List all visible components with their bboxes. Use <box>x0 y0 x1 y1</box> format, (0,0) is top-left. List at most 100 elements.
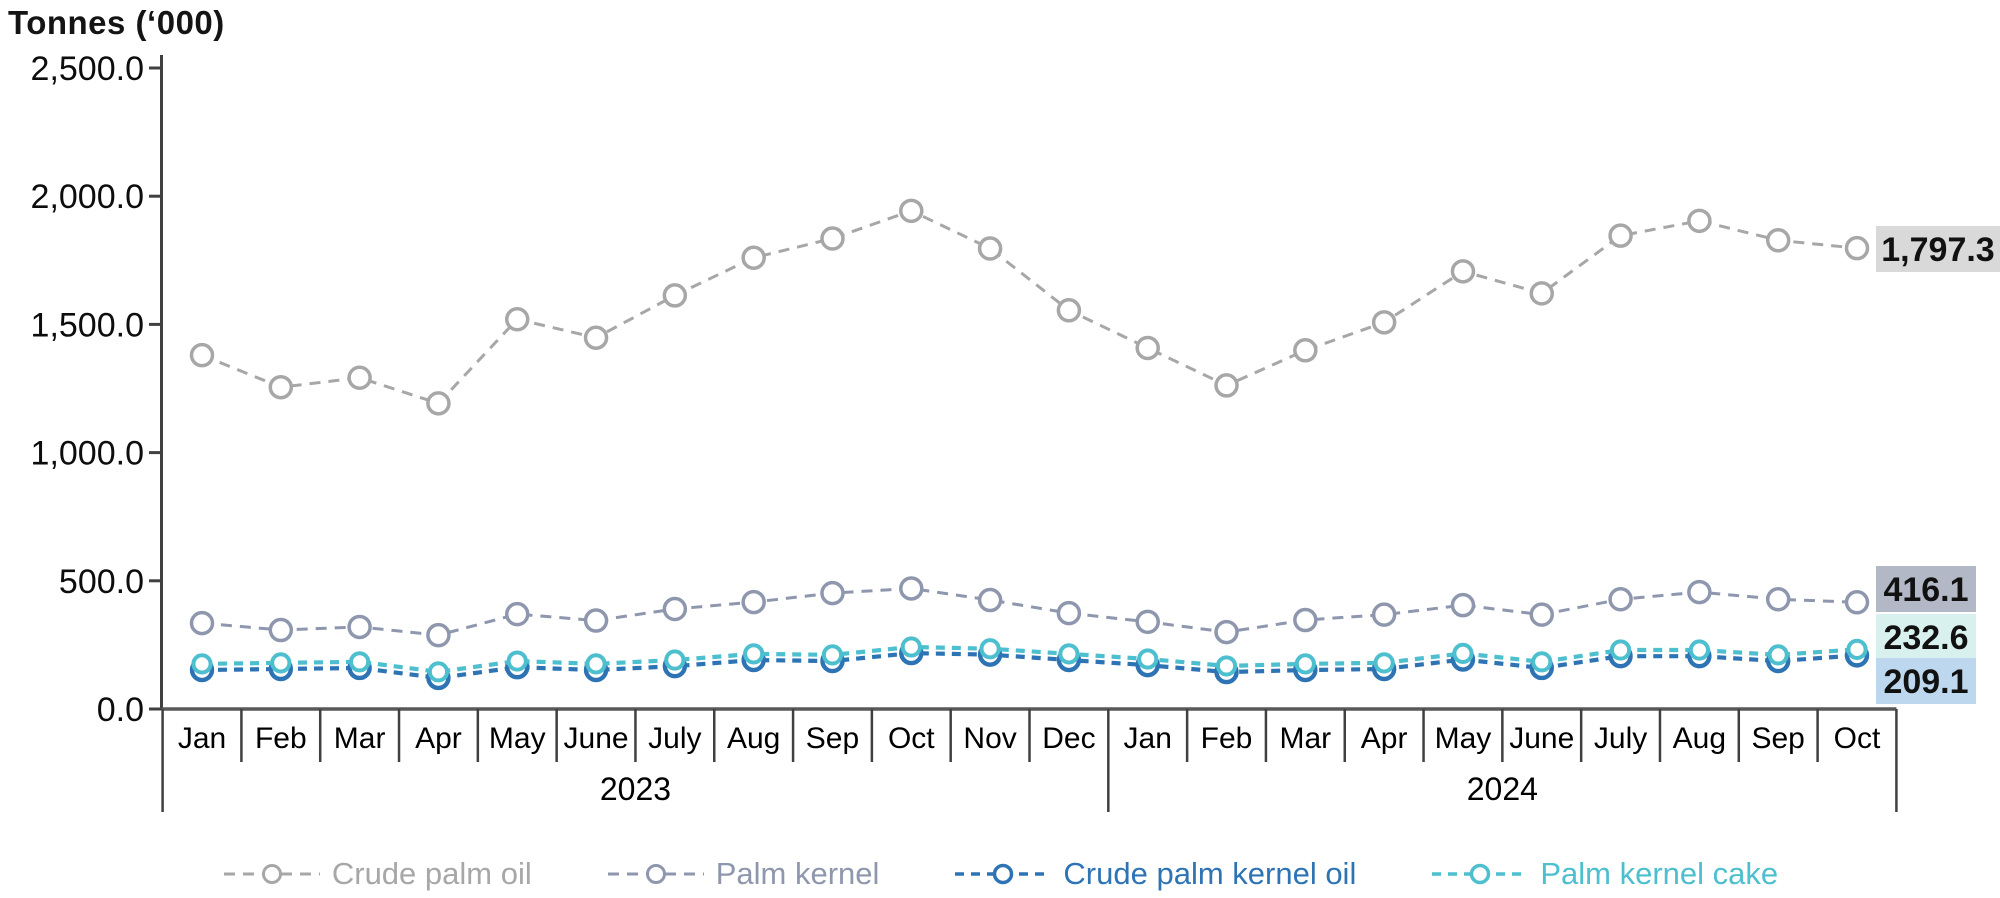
end-value-text: 1,797.3 <box>1881 231 1994 269</box>
data-point <box>1371 602 1397 627</box>
data-point <box>664 649 686 671</box>
svg-text:1,500.0: 1,500.0 <box>31 306 144 344</box>
svg-text:Dec: Dec <box>1042 722 1095 755</box>
data-point <box>743 643 765 665</box>
data-point <box>189 342 215 368</box>
svg-text:500.0: 500.0 <box>59 563 144 601</box>
svg-text:July: July <box>1594 722 1647 755</box>
data-point <box>504 307 530 332</box>
end-value-box <box>1876 614 1976 660</box>
x-axis: Jan Feb Mar Apr May June July Aug Sep Oct Nov Dec Ja… <box>161 707 1898 812</box>
year-label: 2023 <box>600 771 671 807</box>
svg-text:Mar: Mar <box>334 722 386 755</box>
legend-item-crude-palm-oil: Crude palm oil <box>222 856 532 892</box>
data-point <box>1767 644 1789 666</box>
series-palm-kernel-cake <box>191 636 1868 683</box>
end-value-box <box>1876 226 2000 272</box>
svg-text:May: May <box>1435 722 1492 755</box>
dashed-line-circle-marker-icon <box>955 863 1052 885</box>
series-palm-kernel <box>189 576 1870 648</box>
data-point <box>820 226 845 251</box>
data-point <box>1135 335 1160 361</box>
data-point <box>1214 619 1239 645</box>
data-point <box>1844 590 1870 615</box>
legend-label: Palm kernel cake <box>1540 856 1779 891</box>
data-point <box>1608 223 1633 248</box>
data-point <box>1531 651 1553 673</box>
data-point <box>1846 638 1868 660</box>
data-point <box>662 283 688 308</box>
data-point <box>189 610 215 636</box>
data-point <box>1056 298 1082 323</box>
data-point <box>1137 648 1159 670</box>
data-point <box>349 651 371 673</box>
data-point <box>583 325 609 350</box>
end-value-text: 416.1 <box>1883 571 1968 609</box>
data-point <box>1058 643 1080 665</box>
svg-text:June: June <box>564 722 629 755</box>
data-point <box>1450 259 1476 284</box>
data-point <box>1294 653 1316 675</box>
data-point <box>270 652 292 674</box>
data-point <box>977 587 1003 613</box>
svg-text:Feb: Feb <box>255 722 307 755</box>
legend-label: Crude palm kernel oil <box>1063 856 1357 891</box>
data-point <box>1293 607 1318 633</box>
data-point <box>585 653 607 675</box>
end-value-text: 209.1 <box>1883 663 1968 701</box>
data-point <box>1371 310 1397 335</box>
dashed-line-circle-marker-icon <box>223 864 320 884</box>
svg-text:Oct: Oct <box>888 722 935 755</box>
legend-item-palm-kernel: Palm kernel <box>606 856 880 892</box>
dashed-line-circle-marker-icon <box>607 864 704 884</box>
data-point <box>268 374 294 400</box>
svg-text:July: July <box>648 722 701 755</box>
data-point <box>583 608 609 633</box>
data-point <box>1687 579 1712 605</box>
data-point <box>1608 587 1633 612</box>
data-point <box>504 601 530 627</box>
legend-item-crude-palm-kernel-oil: Crude palm kernel oil <box>953 856 1356 892</box>
data-point <box>979 638 1001 660</box>
data-point <box>1452 642 1474 664</box>
svg-text:Oct: Oct <box>1834 722 1881 755</box>
data-point <box>662 596 688 622</box>
data-point <box>347 365 372 390</box>
data-point <box>1293 338 1318 363</box>
data-point <box>191 653 213 675</box>
data-point <box>1373 652 1395 674</box>
legend-item-palm-kernel-cake: Palm kernel cake <box>1430 856 1778 892</box>
data-point <box>820 580 845 606</box>
data-point <box>1529 281 1555 306</box>
svg-text:Jan: Jan <box>1124 722 1172 755</box>
data-point <box>427 661 450 683</box>
data-point <box>1529 602 1555 627</box>
data-point <box>1844 235 1870 261</box>
data-point <box>426 622 451 648</box>
legend-label: Palm kernel <box>715 856 880 891</box>
data-point <box>347 614 372 640</box>
data-point <box>1688 639 1710 661</box>
svg-text:Jan: Jan <box>178 722 226 755</box>
data-point <box>1214 373 1239 398</box>
svg-text:June: June <box>1509 722 1574 755</box>
data-point <box>1215 655 1238 677</box>
svg-text:Aug: Aug <box>727 722 780 755</box>
svg-text:Apr: Apr <box>415 722 462 755</box>
data-point <box>1056 600 1082 626</box>
svg-text:Mar: Mar <box>1279 722 1331 755</box>
data-point <box>1135 609 1160 635</box>
legend-label: Crude palm oil <box>331 856 532 891</box>
data-point <box>1609 639 1632 661</box>
data-point <box>899 576 924 601</box>
end-value-text: 232.6 <box>1883 619 1968 657</box>
y-axis-title: Tonnes (‘000) <box>8 4 225 41</box>
data-point <box>741 589 766 615</box>
svg-text:Sep: Sep <box>806 722 859 755</box>
end-value-box <box>1876 658 1976 704</box>
svg-text:2,000.0: 2,000.0 <box>31 178 144 216</box>
data-point <box>1765 587 1791 612</box>
data-point <box>977 236 1003 261</box>
